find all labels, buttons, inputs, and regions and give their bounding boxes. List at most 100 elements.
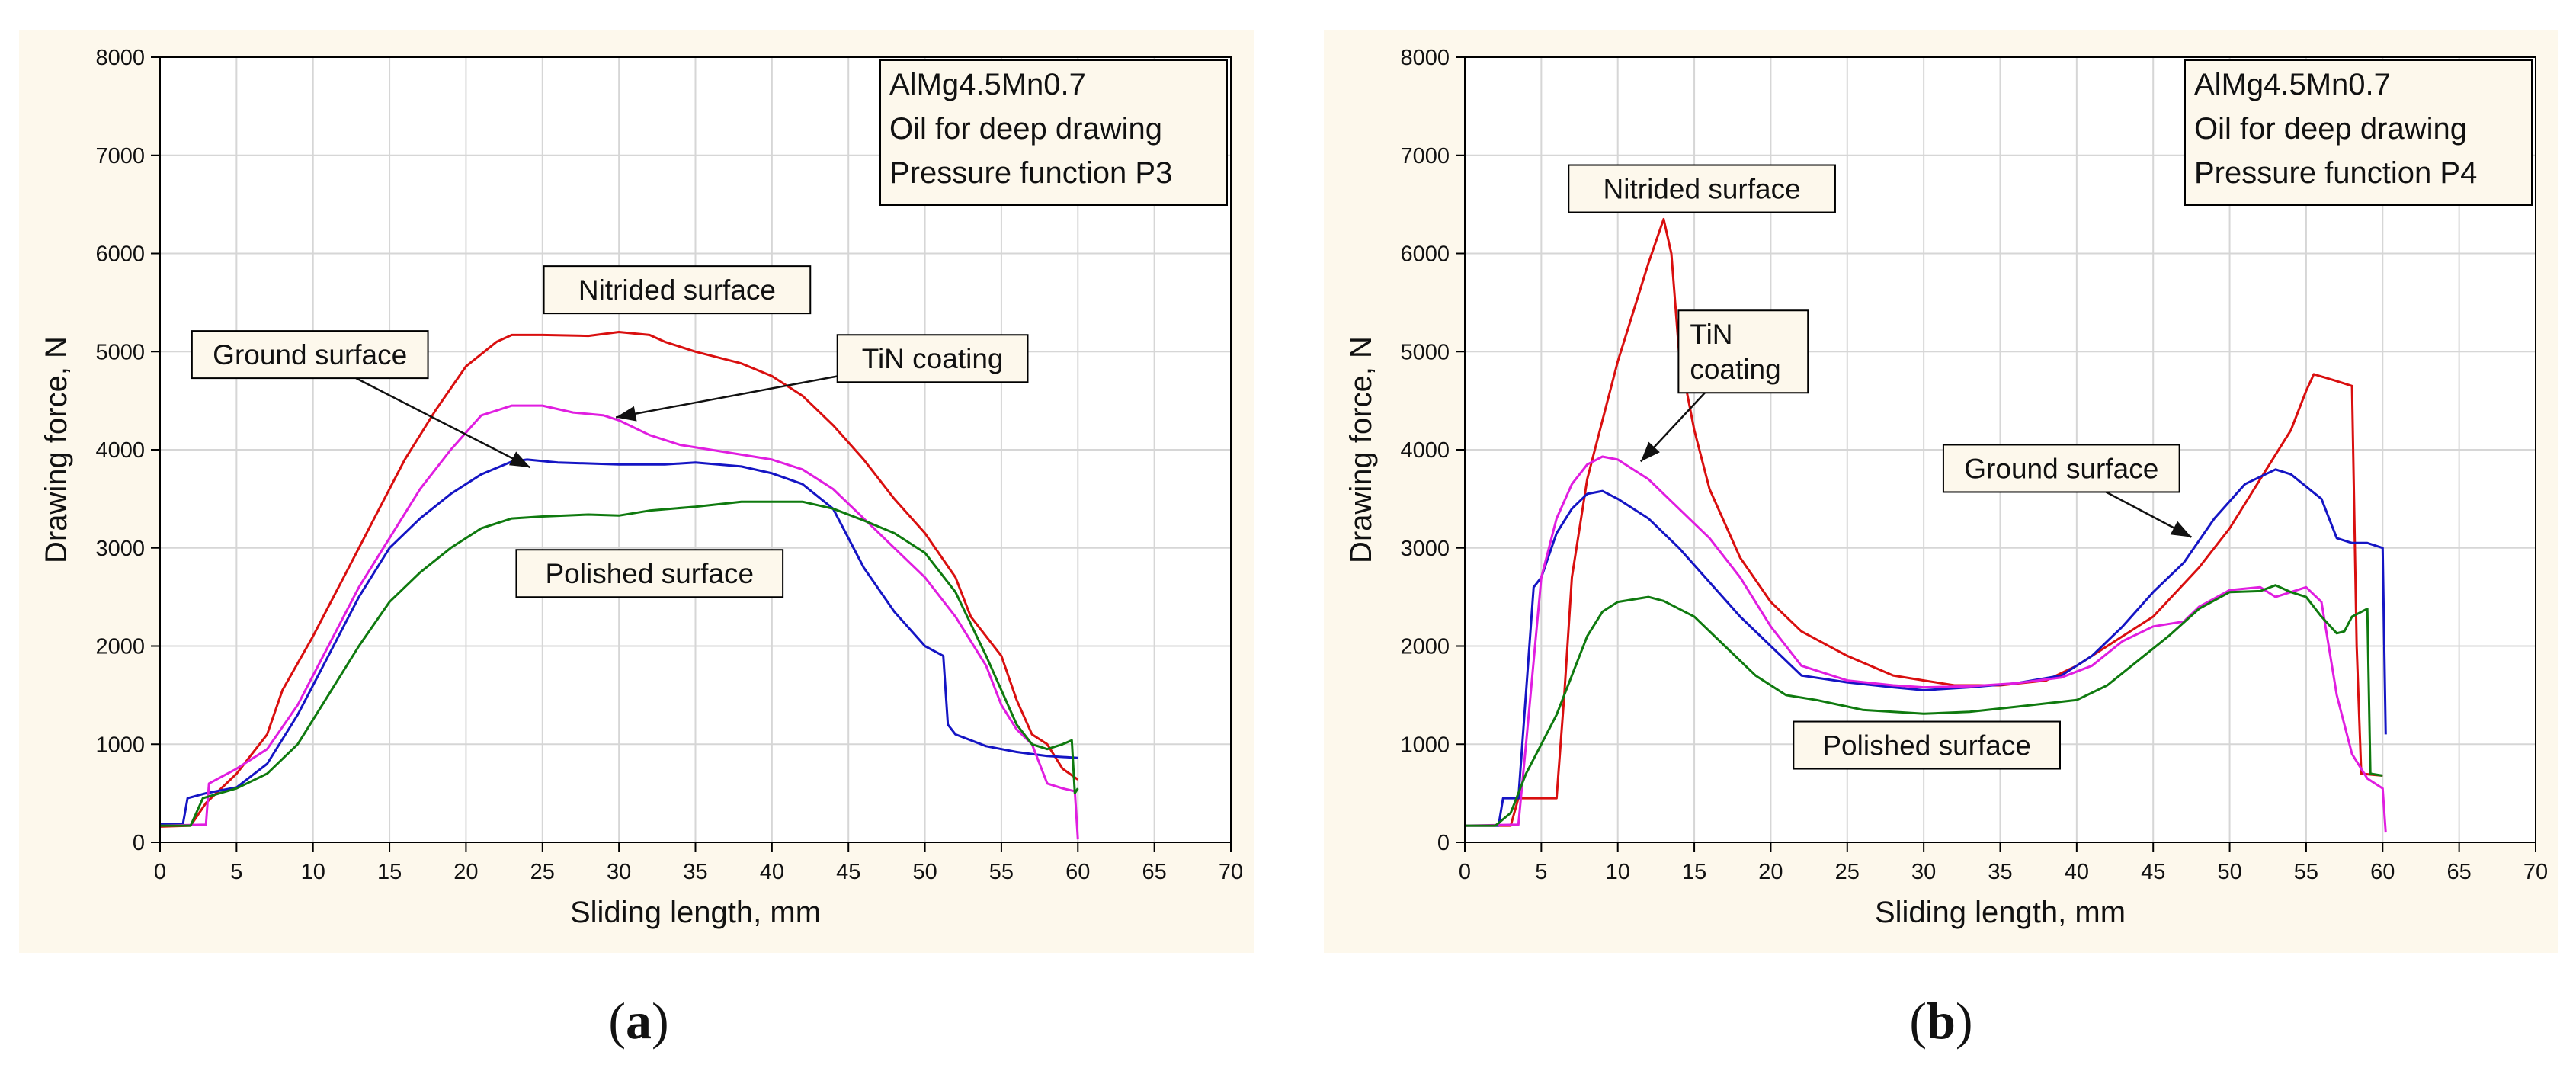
annotation-arrow-head (1640, 441, 1660, 462)
info-box (879, 59, 1228, 206)
x-tick-label: 65 (2447, 860, 2472, 884)
y-axis-title: Drawing force, N (1344, 336, 1378, 563)
x-tick-label: 55 (2294, 860, 2318, 884)
x-tick-label: 70 (2523, 860, 2548, 884)
x-tick-label: 15 (1682, 860, 1706, 884)
caption-a-open: ( (608, 992, 626, 1050)
y-tick-label: 8000 (95, 46, 145, 70)
x-tick-label: 45 (2141, 860, 2165, 884)
x-tick-label: 35 (1988, 860, 2012, 884)
caption-b-close: ) (1955, 992, 1973, 1050)
y-tick-label: 0 (1437, 831, 1450, 855)
annotation-label: Nitrided surface (1604, 173, 1801, 204)
y-tick-label: 7000 (95, 144, 145, 168)
x-tick-label: 60 (1065, 860, 1090, 884)
annotation-arrow-line (615, 375, 838, 419)
annotation-label: Polished surface (1822, 730, 2031, 761)
caption-b: (b) (1865, 991, 2017, 1051)
annotation-label: TiN coating (862, 343, 1004, 374)
y-tick-label: 1000 (95, 733, 145, 757)
x-tick-label: 35 (683, 860, 707, 884)
x-axis-title: Sliding length, mm (1875, 896, 2126, 929)
y-tick-label: 6000 (1400, 242, 1450, 267)
x-tick-label: 60 (2370, 860, 2395, 884)
x-tick-label: 50 (912, 860, 937, 884)
series-line-nitrided (1465, 217, 2383, 827)
y-tick-label: 0 (133, 831, 145, 855)
annotation-box (836, 334, 1029, 383)
caption-a-letter: a (626, 992, 652, 1050)
info-box-line: Oil for deep drawing (2194, 112, 2467, 146)
y-tick-label: 4000 (95, 438, 145, 463)
x-tick-label: 25 (1835, 860, 1860, 884)
y-tick-label: 5000 (1400, 340, 1450, 364)
info-box-line: AlMg4.5Mn0.7 (2194, 68, 2391, 101)
info-box-line: Pressure function P4 (2194, 156, 2477, 190)
caption-b-open: ( (1909, 992, 1927, 1050)
annotation-label: Polished surface (546, 558, 755, 589)
annotation-box (1793, 720, 2061, 770)
x-tick-label: 70 (1219, 860, 1243, 884)
x-tick-label: 20 (1758, 860, 1783, 884)
y-tick-label: 1000 (1400, 733, 1450, 757)
y-tick-label: 4000 (1400, 438, 1450, 463)
annotation-label: Nitrided surface (578, 274, 776, 306)
y-tick-label: 2000 (1400, 635, 1450, 659)
caption-b-letter: b (1927, 992, 1956, 1050)
annotation-box (543, 265, 812, 315)
y-tick-label: 5000 (95, 340, 145, 364)
series-line-polished (1465, 584, 2383, 827)
series-line-ground (160, 458, 1078, 825)
x-tick-label: 30 (607, 860, 631, 884)
annotation-box (1677, 309, 1809, 394)
y-tick-label: 2000 (95, 635, 145, 659)
annotation-arrow-line (355, 377, 531, 469)
x-tick-label: 15 (377, 860, 402, 884)
annotation-label: Ground surface (1964, 453, 2158, 484)
x-tick-label: 5 (1535, 860, 1547, 884)
info-box-line: Pressure function P3 (889, 156, 1172, 190)
annotation-arrow-head (2170, 521, 2192, 537)
series-line-tin (1464, 455, 2387, 833)
annotation-arrow-head (616, 406, 637, 422)
annotation-box (1568, 164, 1836, 213)
annotation-label: Ground surface (213, 339, 407, 370)
info-box-line: Oil for deep drawing (889, 112, 1162, 146)
chart-b: 0 5 10 15 20 25 30 35 40 45 50 55 60 65 70 0 1000 2000 300… (1344, 46, 2548, 929)
x-tick-label: 0 (154, 860, 166, 884)
x-tick-label: 30 (1911, 860, 1936, 884)
x-tick-label: 45 (836, 860, 860, 884)
x-tick-label: 55 (989, 860, 1014, 884)
annotation-arrow-head (509, 451, 530, 468)
caption-a: (a) (562, 991, 715, 1051)
x-tick-label: 40 (760, 860, 784, 884)
annotation-label: TiN (1690, 319, 1732, 350)
chart-panel-b: 0 5 10 15 20 25 30 35 40 45 50 55 60 65 70 0 1000 2000 300… (1324, 30, 2558, 953)
x-tick-label: 20 (453, 860, 478, 884)
info-box-line: AlMg4.5Mn0.7 (889, 68, 1086, 101)
y-tick-label: 6000 (95, 242, 145, 267)
x-tick-label: 0 (1459, 860, 1471, 884)
series-line-tin (159, 404, 1079, 840)
x-tick-label: 65 (1142, 860, 1167, 884)
chart-panel-a: 0 5 10 15 20 25 30 35 40 45 50 55 60 65 70 0 1000 2000 300… (19, 30, 1254, 953)
caption-a-close: ) (652, 992, 669, 1050)
series-line-nitrided (159, 331, 1079, 828)
x-tick-label: 25 (530, 860, 555, 884)
x-tick-label: 5 (230, 860, 242, 884)
x-tick-label: 10 (1606, 860, 1630, 884)
annotation-label: coating (1690, 354, 1780, 385)
chart-a: 0 5 10 15 20 25 30 35 40 45 50 55 60 65 70 0 1000 2000 300… (40, 46, 1243, 929)
y-tick-label: 8000 (1400, 46, 1450, 70)
y-tick-label: 3000 (95, 537, 145, 561)
y-tick-label: 3000 (1400, 537, 1450, 561)
info-box (2184, 59, 2533, 206)
series-line-ground (1465, 468, 2387, 827)
annotation-box (1942, 444, 2180, 493)
y-tick-label: 7000 (1400, 144, 1450, 168)
series-line-polished (160, 500, 1079, 827)
x-axis-title: Sliding length, mm (570, 896, 821, 929)
y-axis-title: Drawing force, N (40, 336, 73, 563)
x-tick-label: 50 (2217, 860, 2241, 884)
annotation-box (515, 549, 784, 598)
